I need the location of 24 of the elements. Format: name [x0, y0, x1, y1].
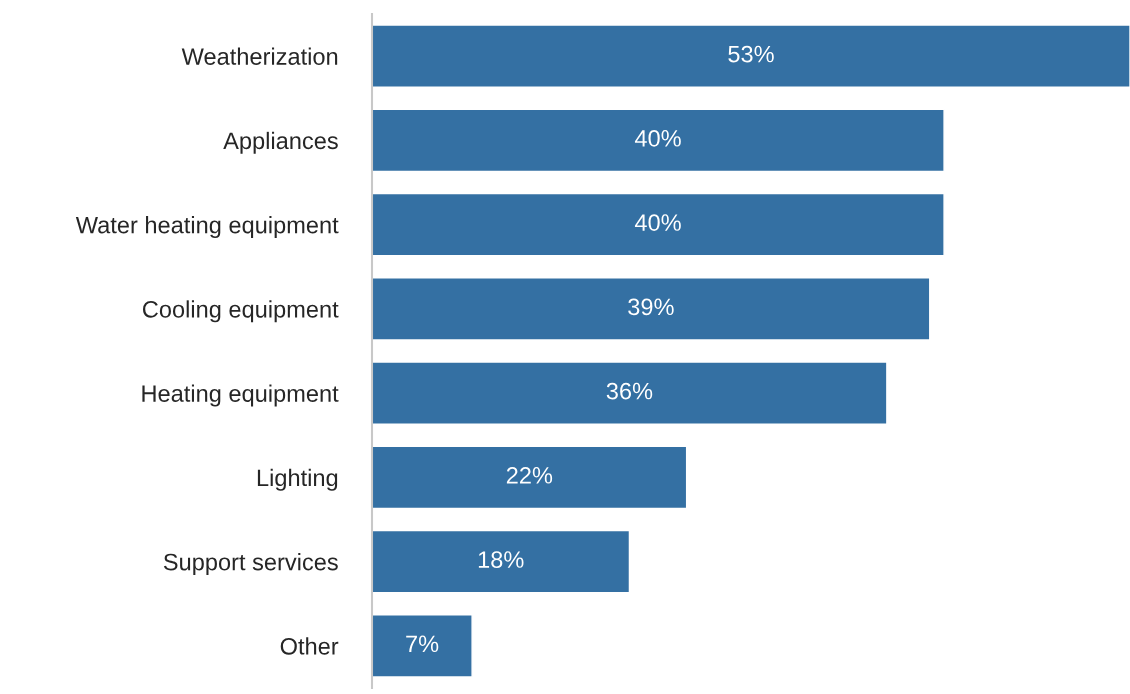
bar: [372, 24, 1130, 88]
y-tick-label: Weatherization: [181, 47, 338, 65]
y-tick-label: Other: [280, 637, 339, 655]
bar: [372, 108, 945, 173]
bar: [372, 361, 888, 425]
bar: [372, 614, 473, 678]
y-tick-label: Cooling equipment: [142, 300, 339, 323]
bar: [372, 445, 688, 510]
bar: [372, 192, 945, 257]
data-label: 22%: [506, 466, 553, 484]
y-tick-label: Water heating equipment: [75, 216, 339, 239]
bar: [372, 277, 931, 341]
data-label: 36%: [606, 382, 653, 400]
y-tick-label: Appliances: [223, 131, 338, 154]
data-label: 40%: [634, 214, 681, 231]
data-label: 7%: [406, 635, 439, 653]
bar: [372, 529, 631, 594]
data-label: 18%: [478, 551, 524, 568]
y-tick-label: Lighting: [257, 468, 338, 491]
data-label: 40%: [634, 129, 681, 147]
y-tick-label: Support services: [163, 553, 338, 576]
data-label: 39%: [628, 298, 674, 316]
data-label: 53%: [728, 45, 774, 63]
y-tick-label: Heating equipment: [142, 384, 339, 407]
